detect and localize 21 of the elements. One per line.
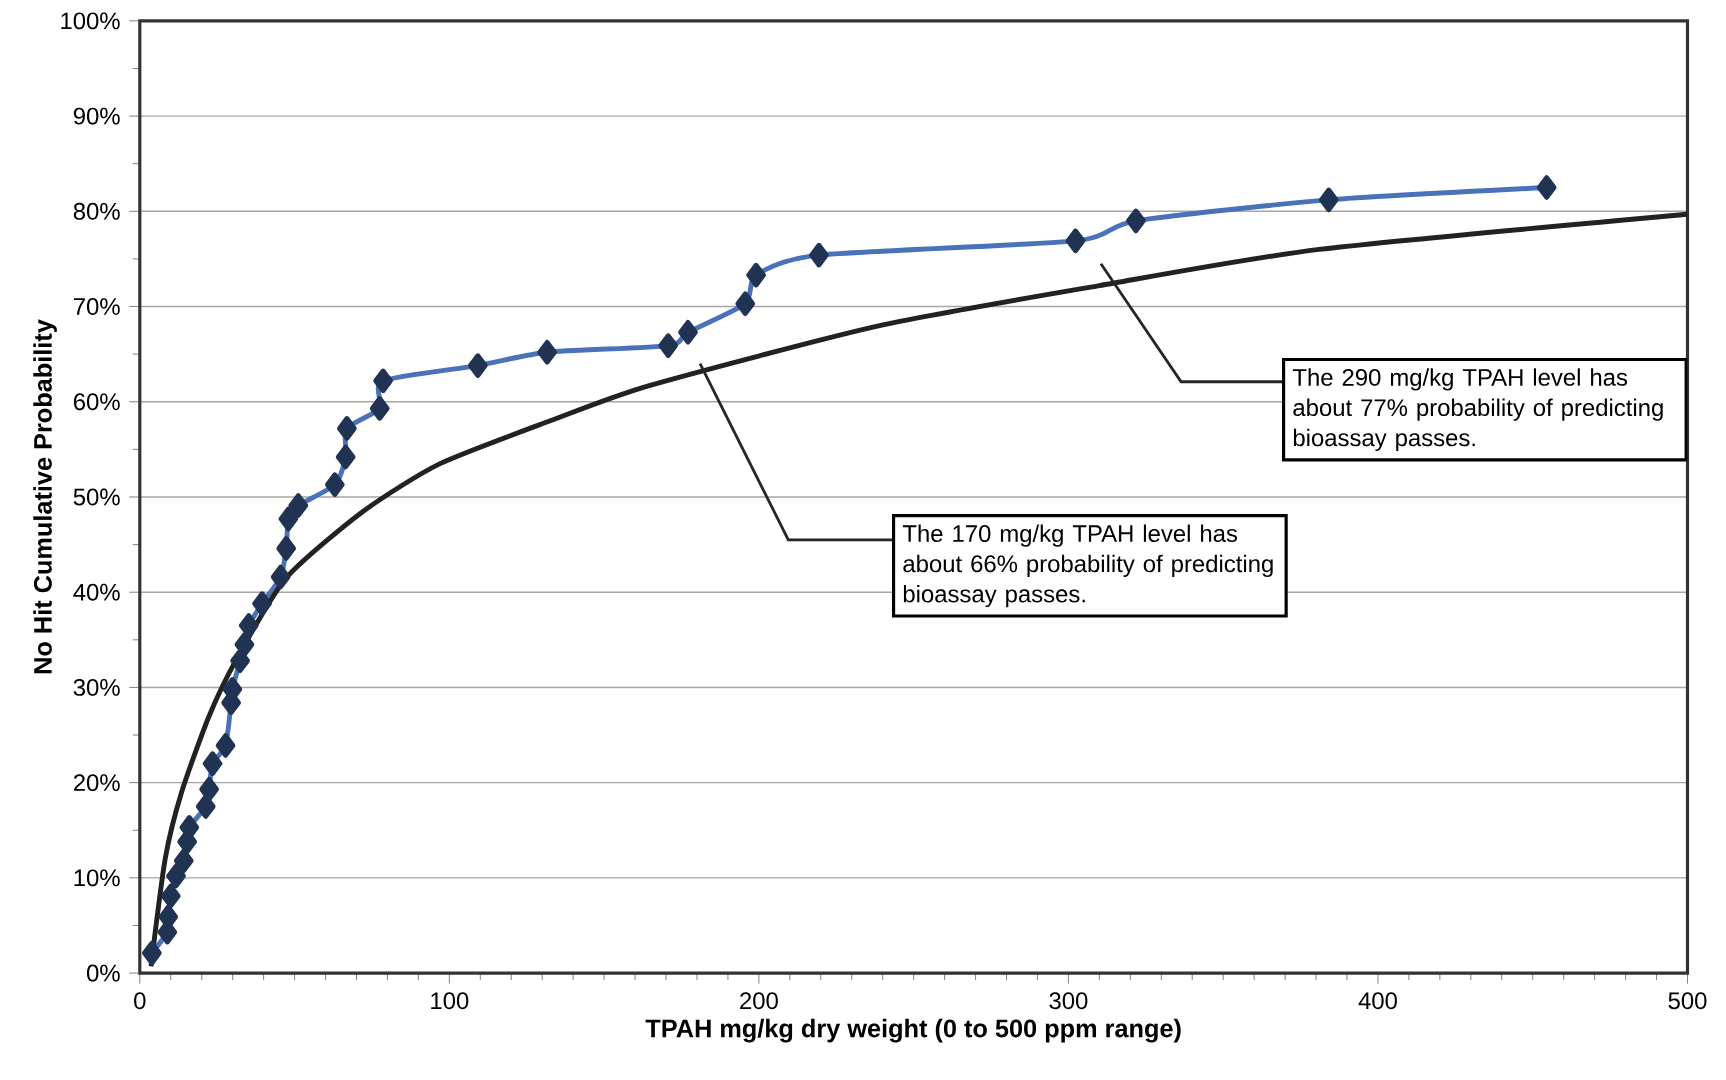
y-tick-label: 40% bbox=[73, 583, 120, 601]
y-tick-label: 70% bbox=[73, 298, 120, 315]
y-axis-title: No Hit Cumulative Probability bbox=[33, 319, 57, 674]
x-tick-label: 500 bbox=[1668, 992, 1707, 1010]
y-tick-label: 90% bbox=[73, 107, 120, 125]
x-tick-label: 0 bbox=[134, 992, 146, 1010]
y-tick-label: 80% bbox=[73, 202, 120, 220]
x-tick-label: 200 bbox=[740, 992, 778, 1010]
x-tick-label: 100 bbox=[431, 992, 469, 1010]
y-tick-label: 10% bbox=[74, 869, 120, 887]
y-tick-label: 50% bbox=[73, 488, 120, 506]
x-axis-title: TPAH mg/kg dry weight (0 to 500 ppm range) bbox=[645, 1018, 1181, 1043]
y-tick-label: 60% bbox=[73, 393, 120, 411]
x-tick-label: 400 bbox=[1358, 992, 1397, 1010]
y-tick-label: 20% bbox=[73, 774, 120, 792]
annotation: The 170 mg/kg TPAH level has about 66% probability of predicting bioassay passes. bbox=[902, 524, 1273, 608]
y-tick-label: 100% bbox=[61, 12, 120, 30]
y-tick-label: 0% bbox=[86, 964, 120, 982]
annotation: The 290 mg/kg TPAH level has about 77% probability of predicting bioassay passes. bbox=[1292, 368, 1663, 452]
x-tick-label: 300 bbox=[1049, 992, 1088, 1010]
y-tick-label: 30% bbox=[73, 678, 120, 696]
